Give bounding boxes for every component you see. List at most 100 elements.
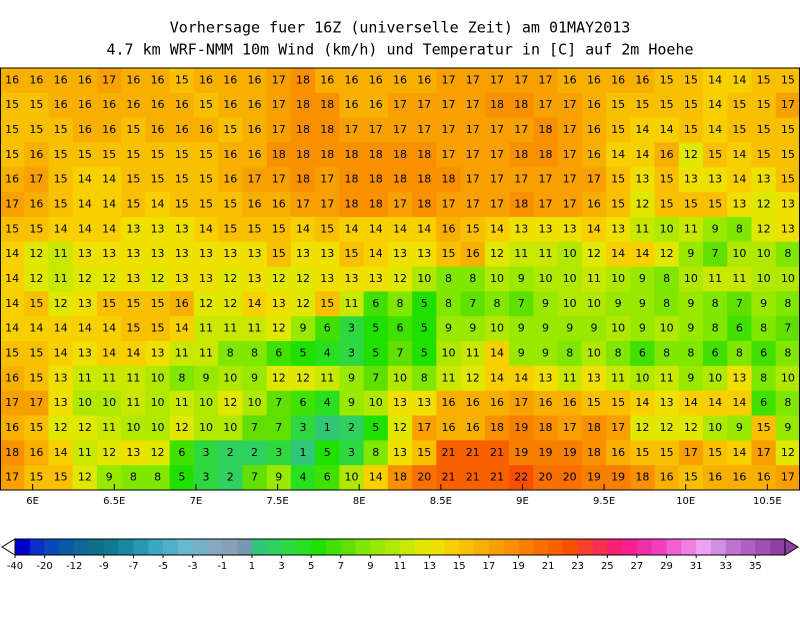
temperature-label: 15 — [5, 123, 19, 136]
temperature-cell — [242, 415, 268, 441]
temperature-label: 15 — [611, 396, 625, 409]
temperature-cell — [533, 68, 559, 94]
temperature-label: 13 — [393, 396, 407, 409]
temperature-label: 16 — [248, 198, 262, 211]
temperature-label: 12 — [54, 421, 68, 434]
temperature-label: 17 — [514, 173, 528, 186]
temperature-cell — [266, 465, 292, 491]
temperature-label: 16 — [587, 98, 601, 111]
temperature-label: 15 — [781, 148, 795, 161]
temperature-cell — [533, 117, 559, 143]
temperature-label: 14 — [102, 346, 116, 359]
temperature-label: 17 — [393, 98, 407, 111]
temperature-cell — [145, 415, 171, 441]
temperature-label: 15 — [587, 396, 601, 409]
temperature-cell — [557, 167, 583, 193]
temperature-label: 17 — [490, 123, 504, 136]
temperature-label: 12 — [466, 371, 480, 384]
temperature-cell — [266, 316, 292, 342]
temperature-label: 17 — [102, 73, 116, 86]
temperature-label: 17 — [466, 173, 480, 186]
temperature-label: 13 — [151, 222, 165, 235]
temperature-label: 17 — [781, 471, 795, 484]
temperature-label: 15 — [126, 198, 140, 211]
temperature-label: 11 — [102, 371, 116, 384]
temperature-label: 12 — [54, 297, 68, 310]
temperature-cell — [193, 341, 219, 367]
temperature-cell — [581, 415, 607, 441]
temperature-label: 17 — [272, 73, 286, 86]
temperature-cell — [654, 440, 680, 466]
temperature-cell — [412, 167, 437, 193]
temperature-label: 7 — [469, 297, 476, 310]
temperature-label: 4 — [324, 396, 331, 409]
temperature-label: 12 — [29, 272, 43, 285]
temperature-label: 14 — [684, 396, 698, 409]
temperature-cell — [121, 216, 146, 243]
temperature-label: 14 — [54, 222, 68, 235]
temperature-cell — [557, 341, 583, 367]
temperature-cell — [775, 117, 800, 143]
temperature-label: 10 — [199, 396, 213, 409]
temperature-cell — [266, 241, 292, 268]
temperature-label: 16 — [466, 396, 480, 409]
temperature-label: 6 — [324, 471, 331, 484]
temperature-cell — [48, 316, 74, 342]
temperature-cell — [387, 142, 413, 168]
temperature-cell — [121, 68, 146, 94]
temperature-cell — [339, 192, 365, 218]
temperature-cell — [218, 167, 243, 193]
temperature-cell — [218, 390, 243, 417]
temperature-label: 16 — [320, 73, 334, 86]
temperature-cell — [72, 142, 98, 168]
temperature-cell — [436, 117, 462, 143]
temperature-cell — [0, 465, 25, 491]
temperature-cell — [678, 316, 704, 342]
temperature-label: 17 — [345, 123, 359, 136]
temperature-label: 17 — [272, 98, 286, 111]
temperature-label: 15 — [175, 73, 189, 86]
temperature-label: 15 — [611, 198, 625, 211]
temperature-label: 16 — [466, 421, 480, 434]
temperature-cell — [606, 92, 631, 119]
temperature-label: 14 — [732, 148, 746, 161]
temperature-cell — [630, 92, 656, 119]
temperature-cell — [460, 92, 486, 119]
temperature-cell — [387, 241, 413, 268]
temperature-cell — [484, 341, 510, 367]
temperature-label: 16 — [490, 396, 504, 409]
colorbar-box — [44, 539, 60, 555]
temperature-label: 13 — [781, 198, 795, 211]
x-tick-label: 7.5E — [266, 496, 288, 507]
temperature-cell — [509, 390, 534, 417]
temperature-label: 17 — [466, 123, 480, 136]
temperature-cell — [484, 142, 510, 168]
temperature-cell — [654, 390, 680, 417]
temperature-cell — [145, 316, 171, 342]
temperature-label: 17 — [563, 98, 577, 111]
temperature-cell — [315, 440, 340, 466]
temperature-label: 11 — [514, 247, 528, 260]
temperature-label: 8 — [760, 371, 767, 384]
temperature-cell — [242, 241, 268, 268]
temperature-cell — [96, 167, 122, 193]
temperature-label: 17 — [29, 396, 43, 409]
temperature-cell — [266, 92, 292, 119]
temperature-cell — [145, 192, 171, 218]
temperature-cell — [193, 241, 219, 268]
temperature-label: 10 — [248, 396, 262, 409]
temperature-label: 14 — [345, 222, 359, 235]
colorbar-label: -40 — [7, 561, 23, 572]
temperature-cell — [654, 241, 680, 268]
temperature-cell — [266, 390, 292, 417]
temperature-label: 12 — [151, 272, 165, 285]
temperature-cell — [48, 68, 74, 94]
temperature-label: 18 — [320, 98, 334, 111]
temperature-cell — [48, 465, 74, 491]
temperature-label: 18 — [345, 173, 359, 186]
temperature-cell — [412, 192, 437, 218]
temperature-label: 13 — [660, 396, 674, 409]
temperature-cell — [533, 192, 559, 218]
temperature-label: 9 — [348, 396, 355, 409]
temperature-cell — [581, 68, 607, 94]
